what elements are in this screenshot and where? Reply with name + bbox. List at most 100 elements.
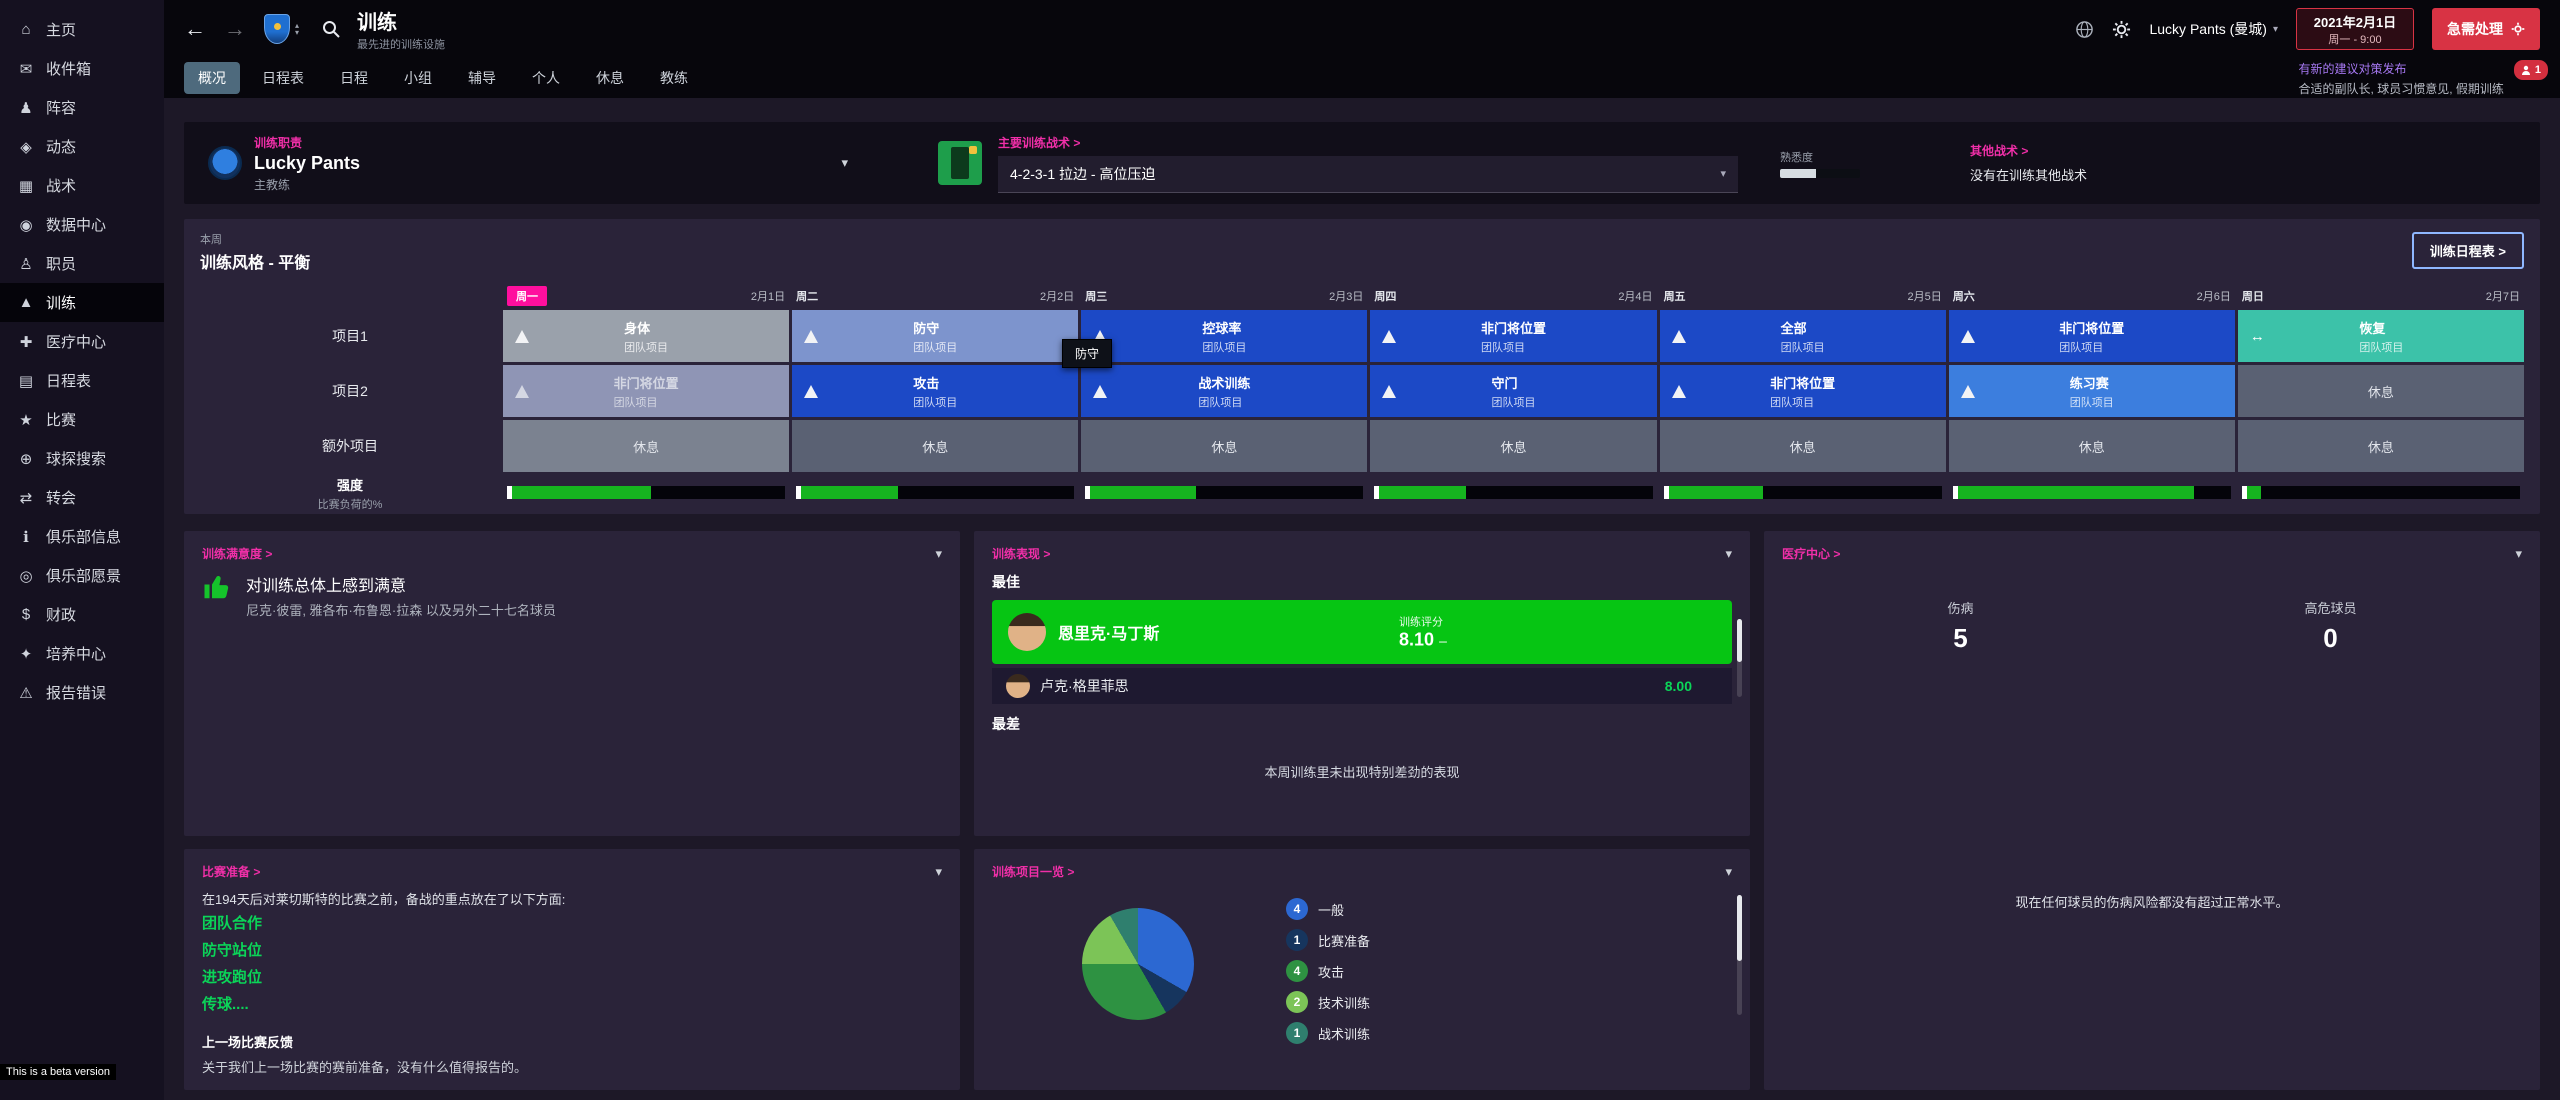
training-session-cell[interactable]: 休息 [2238,420,2524,472]
sidebar-item-dynamics[interactable]: ◈动态 [0,127,164,166]
other-tactics-link[interactable]: 其他战术 > [1970,142,2087,159]
sidebar-item-bugs[interactable]: ⚠报告错误 [0,673,164,712]
sidebar-item-label: 俱乐部信息 [46,526,121,547]
scrollbar[interactable] [1737,895,1742,1015]
sidebar-item-finances[interactable]: $财政 [0,595,164,634]
sidebar-item-training[interactable]: ▲训练 [0,283,164,322]
sidebar-item-staff[interactable]: ♙职员 [0,244,164,283]
training-session-cell[interactable]: 控球率团队项目 [1081,310,1367,362]
collapse-chevron-icon[interactable]: ▾ [935,864,942,880]
globe-icon[interactable] [2075,20,2094,39]
best-performer-card[interactable]: 恩里克·马丁斯 训练评分 8.10 – [992,600,1732,664]
sidebar-item-clubvision[interactable]: ◎俱乐部愿景 [0,556,164,595]
training-session-cell[interactable]: 非门将位置团队项目 [503,365,789,417]
training-session-cell[interactable]: 休息 [1660,420,1946,472]
training-calendar-button[interactable]: 训练日程表 > [2412,232,2524,269]
tactic-select[interactable]: 4-2-3-1 拉边 - 高位压迫▾ [998,156,1738,193]
training-session-cell[interactable]: 非门将位置团队项目 [1949,310,2235,362]
matches-icon: ★ [16,411,36,429]
search-icon[interactable] [321,19,341,39]
training-session-cell[interactable]: 身体团队项目 [503,310,789,362]
tab-mentoring[interactable]: 辅导 [454,62,510,94]
manager-label: Lucky Pants (曼城) [2149,19,2266,39]
match-preparation-link[interactable]: 比赛准备 > [202,863,260,880]
training-session-cell[interactable]: 非门将位置团队项目 [1660,365,1946,417]
sidebar-item-schedule[interactable]: ▤日程表 [0,361,164,400]
sidebar-item-scouting[interactable]: ⊕球探搜索 [0,439,164,478]
training-session-cell[interactable]: 休息 [1949,420,2235,472]
sidebar-item-label: 动态 [46,136,76,157]
session-title: 非门将位置 [1770,373,1835,392]
risk-count: 0 [2304,623,2356,654]
focus-area-link[interactable]: 传球.... [202,991,942,1018]
scrollbar[interactable] [1737,619,1742,697]
tab-schedules[interactable]: 日程 [326,62,382,94]
training-units-link[interactable]: 训练项目一览 > [992,863,1074,880]
training-session-cell[interactable]: 休息 [2238,365,2524,417]
training-session-cell[interactable]: 休息 [1081,420,1367,472]
training-session-cell[interactable]: 攻击团队项目 [792,365,1078,417]
training-session-cell[interactable]: 练习赛团队项目 [1949,365,2235,417]
sidebar-item-transfers[interactable]: ⇄转会 [0,478,164,517]
focus-area-link[interactable]: 团队合作 [202,910,942,937]
training-session-cell[interactable]: ↔恢复团队项目 [2238,310,2524,362]
training-performance-link[interactable]: 训练表现 > [992,545,1050,562]
continue-button[interactable]: 急需处理 [2432,8,2540,50]
focus-area-link[interactable]: 防守站位 [202,937,942,964]
session-title: 非门将位置 [1481,318,1546,337]
club-switch-carets[interactable]: ▴▾ [295,22,299,36]
club-crest-selector[interactable]: ▴▾ [264,14,299,44]
tab-overview[interactable]: 概况 [184,62,240,94]
gear-icon[interactable] [2112,20,2131,39]
person-icon [2521,65,2531,75]
legend-count-dot: 1 [1286,1022,1308,1044]
legend-count-dot: 4 [1286,898,1308,920]
happiness-players: 尼克·彼雷, 雅各布·布鲁恩·拉森 以及另外二十七名球员 [246,601,556,621]
team-dropdown-chevron[interactable]: ▾ [841,155,848,171]
sidebar-item-inbox[interactable]: ✉收件箱 [0,49,164,88]
medical-centre-link[interactable]: 医疗中心 > [1782,545,1840,562]
manager-menu[interactable]: Lucky Pants (曼城)▾ [2149,19,2278,39]
sidebar-item-home[interactable]: ⌂主页 [0,10,164,49]
sidebar-item-squad[interactable]: ♟阵容 [0,88,164,127]
sidebar-item-development[interactable]: ✦培养中心 [0,634,164,673]
sidebar-item-matches[interactable]: ★比赛 [0,400,164,439]
tab-rest[interactable]: 休息 [582,62,638,94]
tab-calendar[interactable]: 日程表 [248,62,318,94]
staff-icon: ♙ [16,255,36,273]
main-tactic-link[interactable]: 主要训练战术 > [998,134,1738,151]
notification-badge[interactable]: 1 [2514,60,2548,80]
training-session-cell[interactable]: 休息 [792,420,1078,472]
second-rating-value: 8.00 [1665,678,1692,694]
collapse-chevron-icon[interactable]: ▾ [1725,864,1732,880]
tab-individual[interactable]: 个人 [518,62,574,94]
training-happiness-link[interactable]: 训练满意度 > [202,545,272,562]
forward-button[interactable]: → [224,16,246,42]
session-subtitle: 团队项目 [2359,339,2403,355]
collapse-chevron-icon[interactable]: ▾ [2515,546,2522,562]
collapse-chevron-icon[interactable]: ▾ [1725,546,1732,562]
sidebar-item-tactics[interactable]: ▦战术 [0,166,164,205]
top-bar: ← → ▴▾ 训练 最先进的训练设施 Lucky P [164,0,2560,58]
rest-cell-label: 休息 [633,437,659,456]
sidebar-item-medical[interactable]: ✚医疗中心 [0,322,164,361]
back-button[interactable]: ← [184,16,206,42]
content-area: 训练职责 Lucky Pants 主教练 ▾ 主要训练战术 > 4-2-3-1 … [164,98,2560,1100]
tab-units[interactable]: 小组 [390,62,446,94]
training-session-cell[interactable]: 休息 [1370,420,1656,472]
training-session-cell[interactable]: 全部团队项目 [1660,310,1946,362]
legend-count-dot: 2 [1286,991,1308,1013]
training-session-cell[interactable]: 战术训练团队项目 [1081,365,1367,417]
notification-popup[interactable]: 有新的建议对策发布 合适的副队长, 球员习惯意见, 假期训练 1 [2299,60,2548,97]
training-session-cell[interactable]: 非门将位置团队项目 [1370,310,1656,362]
training-session-cell[interactable]: 守门团队项目 [1370,365,1656,417]
training-session-cell[interactable]: 休息 [503,420,789,472]
training-responsibility-link[interactable]: 训练职责 [254,134,360,151]
collapse-chevron-icon[interactable]: ▾ [935,546,942,562]
focus-area-link[interactable]: 进攻跑位 [202,964,942,991]
tab-coaches[interactable]: 教练 [646,62,702,94]
second-performer-row[interactable]: 卢克·格里菲思 8.00 [992,668,1732,704]
sidebar-item-datahub[interactable]: ◉数据中心 [0,205,164,244]
training-session-cell[interactable]: 防守团队项目 [792,310,1078,362]
